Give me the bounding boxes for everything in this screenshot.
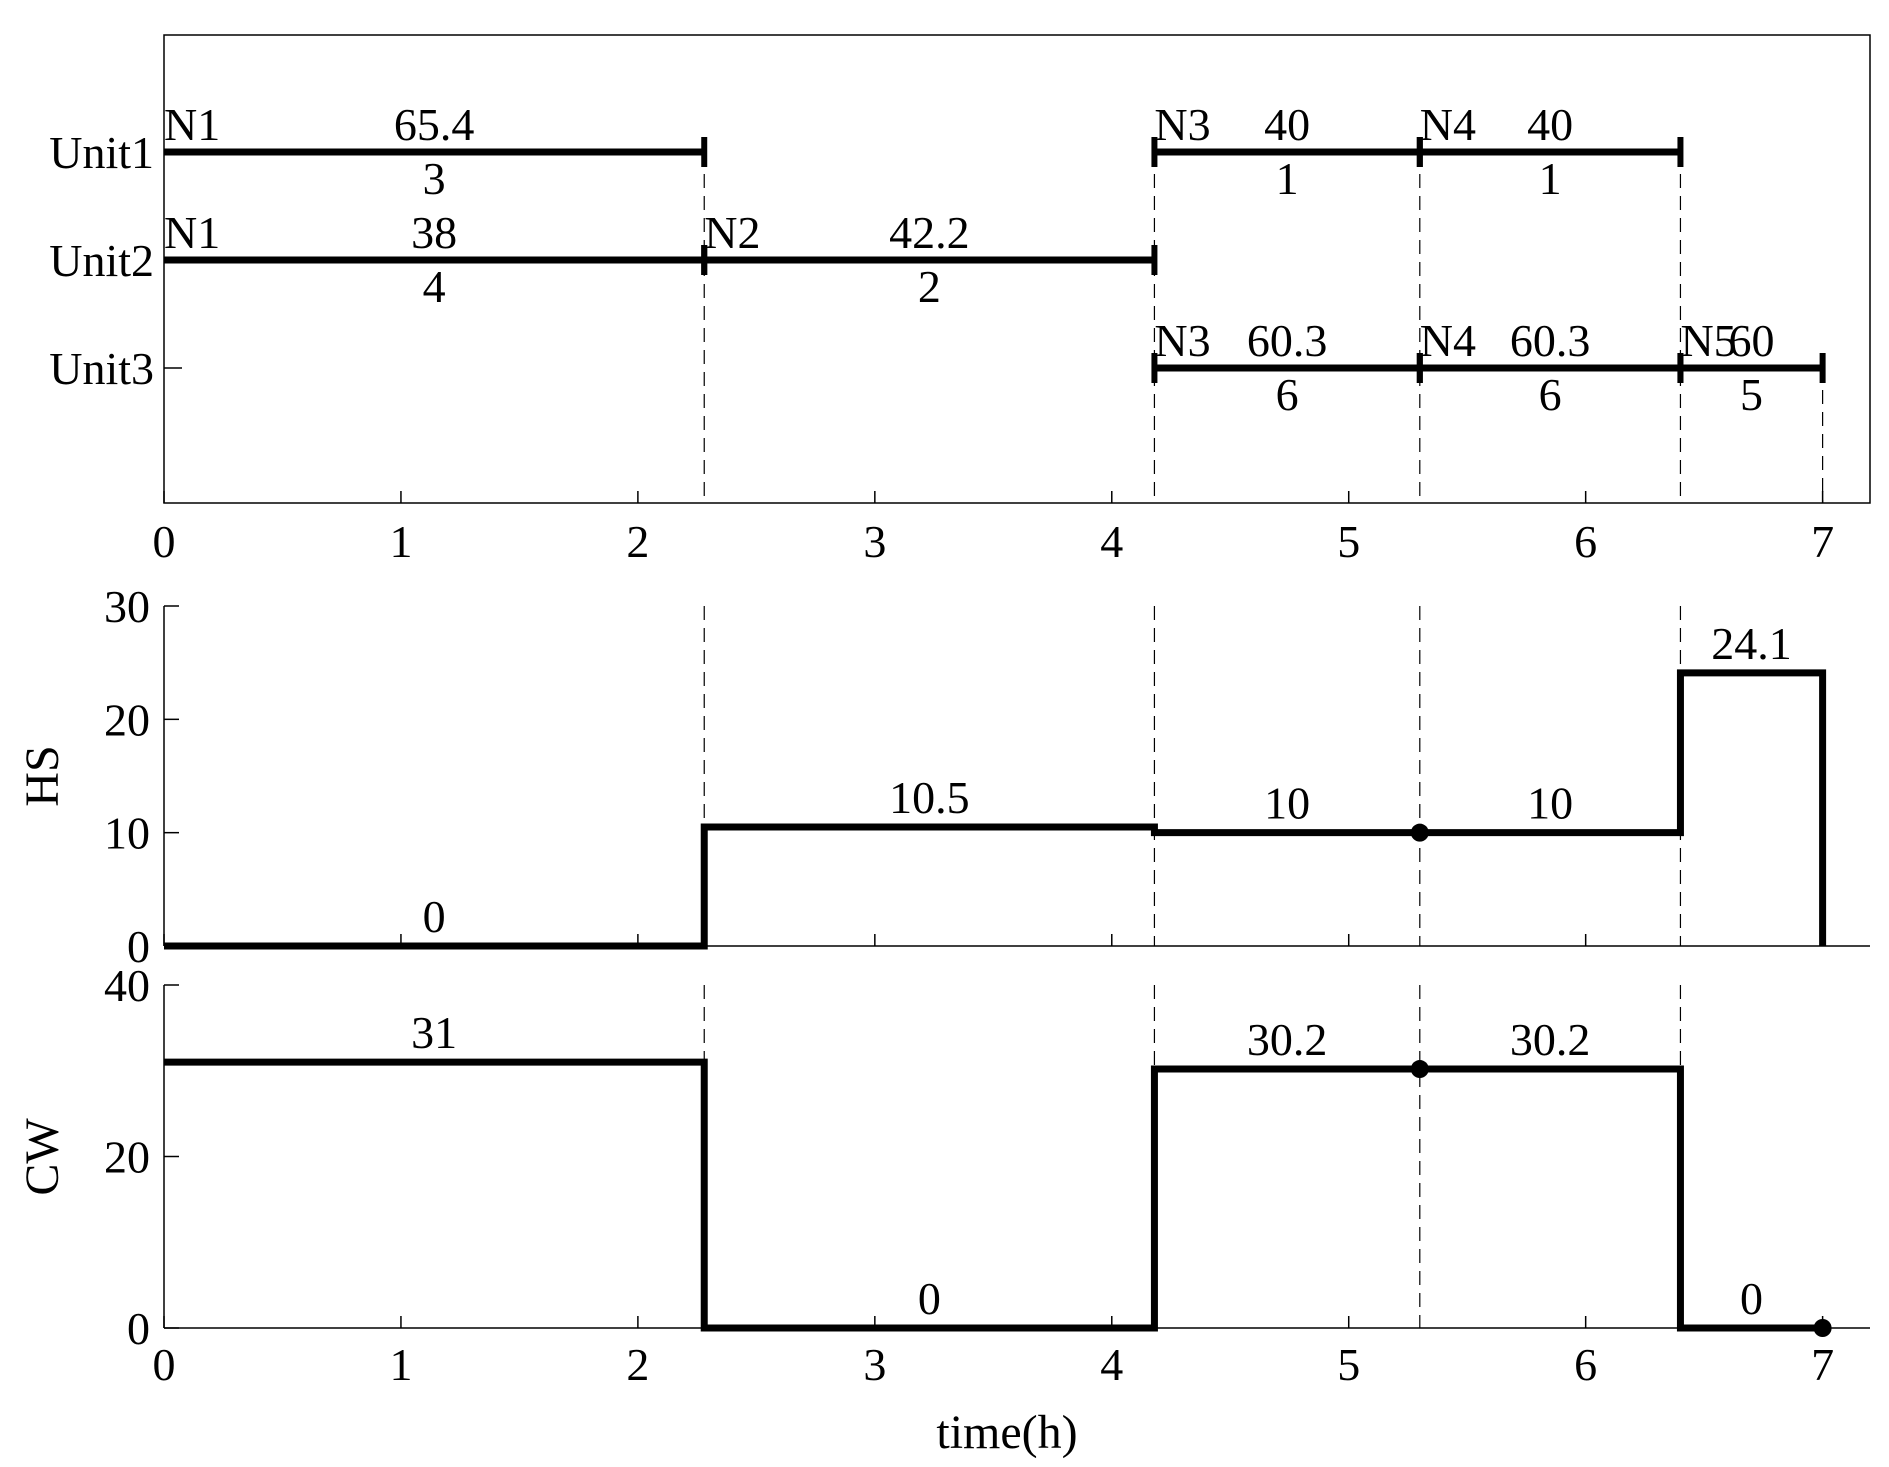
segment-value-label: 0 bbox=[423, 891, 446, 942]
gantt-y-tick-label: Unit2 bbox=[49, 235, 154, 286]
step-line bbox=[164, 1058, 1823, 1332]
gantt-index-label: 4 bbox=[423, 261, 446, 312]
gantt-task-label: N2 bbox=[704, 207, 760, 258]
gantt-task-label: N1 bbox=[164, 99, 220, 150]
gantt-x-tick-label: 1 bbox=[389, 516, 412, 567]
gantt-y-tick-label: Unit1 bbox=[49, 127, 154, 178]
y-tick-label: 30 bbox=[104, 581, 150, 632]
x-tick-label: 0 bbox=[153, 1339, 176, 1390]
cw-panel: 0 20 40 0 1 2 3 4 5 6 7 31 0 30.2 30.2 0 CW time(h) bbox=[16, 960, 1870, 1459]
y-tick-label: 40 bbox=[104, 960, 150, 1011]
segment-value-label: 30.2 bbox=[1247, 1014, 1328, 1065]
segment-value-label: 10.5 bbox=[889, 772, 970, 823]
gantt-task-label: N5 bbox=[1680, 315, 1736, 366]
segment-value-label: 30.2 bbox=[1510, 1014, 1591, 1065]
x-tick-label: 4 bbox=[1100, 1339, 1123, 1390]
gantt-index-label: 5 bbox=[1740, 369, 1763, 420]
segment-value-label: 0 bbox=[1740, 1273, 1763, 1324]
gantt-amount-label: 60 bbox=[1729, 315, 1775, 366]
segment-value-label: 31 bbox=[411, 1007, 457, 1058]
x-axis-title: time(h) bbox=[936, 1406, 1077, 1459]
y-axis-title: HS bbox=[16, 745, 69, 806]
gantt-amount-label: 42.2 bbox=[889, 207, 970, 258]
gantt-x-tick-label: 4 bbox=[1100, 516, 1123, 567]
y-tick-label: 20 bbox=[104, 1132, 150, 1183]
gantt-index-label: 1 bbox=[1276, 153, 1299, 204]
gantt-amount-label: 40 bbox=[1527, 99, 1573, 150]
data-marker bbox=[1410, 823, 1429, 842]
x-tick-label: 6 bbox=[1574, 1339, 1597, 1390]
x-tick-label: 7 bbox=[1811, 1339, 1834, 1390]
gantt-amount-label: 38 bbox=[411, 207, 457, 258]
gantt-x-tick-label: 5 bbox=[1337, 516, 1360, 567]
gantt-x-tick-label: 3 bbox=[863, 516, 886, 567]
gantt-frame bbox=[163, 34, 1871, 504]
segment-value-label: 10 bbox=[1527, 778, 1573, 829]
segment-value-label: 24.1 bbox=[1711, 618, 1792, 669]
gantt-index-label: 2 bbox=[918, 261, 941, 312]
y-axis-title: CW bbox=[16, 1118, 69, 1196]
gantt-index-label: 1 bbox=[1539, 153, 1562, 204]
gantt-task-label: N3 bbox=[1154, 315, 1210, 366]
segment-value-label: 0 bbox=[918, 1273, 941, 1324]
y-tick-label: 0 bbox=[127, 1303, 150, 1354]
gantt-index-label: 6 bbox=[1276, 369, 1299, 420]
x-tick-label: 3 bbox=[863, 1339, 886, 1390]
hs-panel: 0 10 20 30 0 10.5 10 10 24.1 HS bbox=[16, 581, 1870, 972]
x-tick-label: 1 bbox=[389, 1339, 412, 1390]
data-marker bbox=[1813, 1319, 1832, 1337]
gantt-index-label: 3 bbox=[423, 153, 446, 204]
y-tick-label: 10 bbox=[104, 808, 150, 859]
gantt-task-label: N1 bbox=[164, 207, 220, 258]
x-tick-label: 2 bbox=[626, 1339, 649, 1390]
gantt-amount-label: 65.4 bbox=[394, 99, 475, 150]
gantt-index-label: 6 bbox=[1539, 369, 1562, 420]
gantt-amount-label: 60.3 bbox=[1247, 315, 1328, 366]
y-tick-label: 0 bbox=[127, 921, 150, 972]
step-line bbox=[164, 669, 1827, 950]
gantt-task-label: N3 bbox=[1154, 99, 1210, 150]
gantt-x-tick-label: 0 bbox=[153, 516, 176, 567]
gantt-x-tick-label: 6 bbox=[1574, 516, 1597, 567]
segment-value-label: 10 bbox=[1264, 778, 1310, 829]
gantt-task-label: N4 bbox=[1420, 315, 1476, 366]
gantt-amount-label: 40 bbox=[1264, 99, 1310, 150]
data-marker bbox=[1410, 1060, 1429, 1079]
gantt-task-label: N4 bbox=[1420, 99, 1476, 150]
gantt-x-tick-label: 7 bbox=[1811, 516, 1834, 567]
y-tick-label: 20 bbox=[104, 694, 150, 745]
gantt-x-tick-label: 2 bbox=[626, 516, 649, 567]
x-tick-label: 5 bbox=[1337, 1339, 1360, 1390]
gantt-amount-label: 60.3 bbox=[1510, 315, 1591, 366]
gantt-y-tick-label: Unit3 bbox=[49, 343, 154, 394]
